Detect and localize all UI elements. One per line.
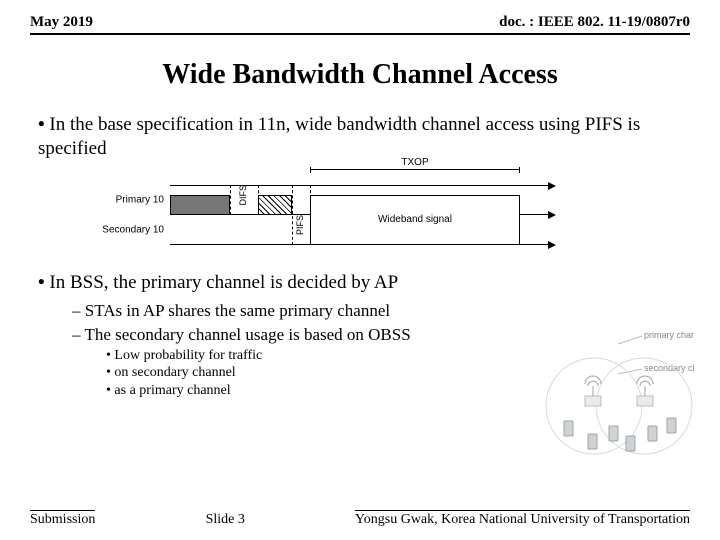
sub-1: STAs in AP shares the same primary chann…: [72, 300, 690, 321]
row-secondary-label: Secondary 10: [102, 224, 164, 235]
sta-icon: [609, 426, 618, 441]
footer-mid: Slide 3: [206, 512, 245, 528]
network-illustration: primary channel 1 secondary channel 1: [544, 326, 694, 476]
slide-header: May 2019 doc. : IEEE 802. 11-19/0807r0: [30, 14, 690, 35]
txop-bracket: TXOP: [310, 169, 520, 170]
txop-label: TXOP: [398, 157, 431, 168]
sta-icon: [626, 436, 635, 451]
header-docid: doc. : IEEE 802. 11-19/0807r0: [499, 14, 690, 31]
footer-left: Submission: [30, 510, 95, 528]
vdash-3: [292, 185, 293, 245]
sta-icon: [564, 421, 573, 436]
timing-diagram: TXOP Primary 10 Secondary 10 DIFS PIFS W…: [170, 167, 550, 257]
slide-title: Wide Bandwidth Channel Access: [30, 59, 690, 91]
chan1-label: primary channel 1: [644, 330, 694, 340]
wideband-signal-label: Wideband signal: [378, 214, 452, 225]
bullet-2: In BSS, the primary channel is decided b…: [38, 271, 690, 295]
difs-label: DIFS: [238, 185, 248, 206]
slide-footer: Submission Slide 3 Yongsu Gwak, Korea Na…: [30, 510, 690, 528]
sta-icon: [588, 434, 597, 449]
bullet-list: In the base specification in 11n, wide b…: [38, 113, 690, 161]
wideband-signal-box: Wideband signal: [310, 195, 520, 245]
primary-backoff: [258, 195, 292, 215]
sta-icon: [667, 418, 676, 433]
row-primary-label: Primary 10: [116, 194, 164, 205]
sta-icon: [648, 426, 657, 441]
bullet-1: In the base specification in 11n, wide b…: [38, 113, 690, 161]
header-date: May 2019: [30, 14, 93, 31]
footer-right: Yongsu Gwak, Korea National University o…: [355, 510, 690, 528]
vdash-1: [230, 185, 231, 215]
primary-busy: [170, 195, 230, 215]
pifs-label: PIFS: [295, 215, 305, 235]
vdash-2: [258, 185, 259, 215]
